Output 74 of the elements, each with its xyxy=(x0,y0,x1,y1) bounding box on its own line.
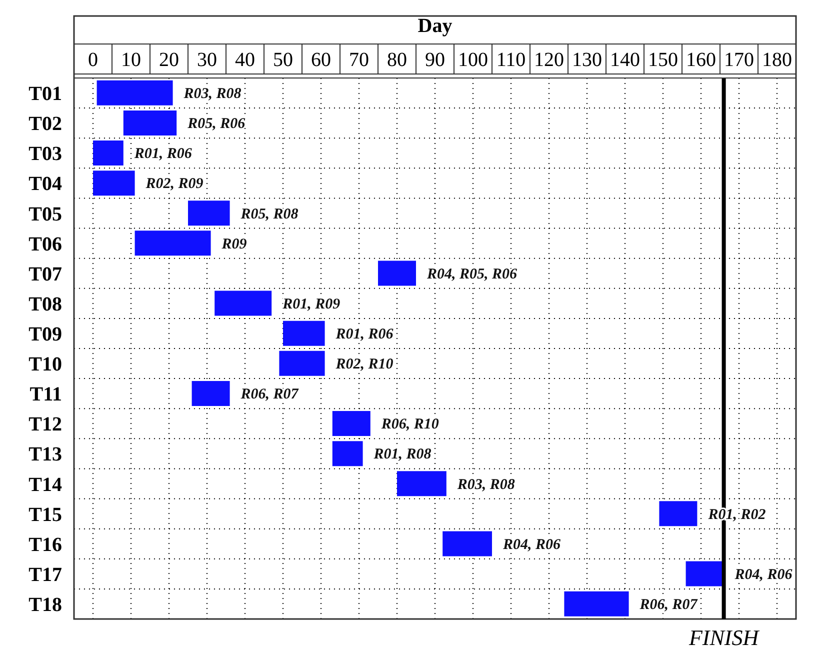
bar xyxy=(134,230,211,256)
y-tick-label: T12 xyxy=(28,414,62,436)
bar xyxy=(442,531,492,556)
bar xyxy=(93,140,124,166)
x-tick-label: 80 xyxy=(387,49,407,71)
bar xyxy=(332,411,370,436)
y-tick-label: T09 xyxy=(28,323,62,346)
annotation: R04, R05, R06 xyxy=(426,266,518,282)
annotation: R03, R08 xyxy=(182,86,242,102)
annotation: R05, R06 xyxy=(186,116,246,132)
y-tick-label: T16 xyxy=(28,534,62,556)
bar xyxy=(283,320,325,346)
annotation: R03, R08 xyxy=(456,476,516,493)
y-tick-label: T15 xyxy=(28,504,62,526)
y-tick-label: T01 xyxy=(28,83,62,106)
x-tick-label: 50 xyxy=(273,49,293,71)
annotation: R05, R08 xyxy=(240,206,299,222)
annotation: R02, R09 xyxy=(144,176,204,192)
x-tick-label: 40 xyxy=(235,49,255,71)
y-tick-label: T08 xyxy=(28,293,62,316)
x-tick-label: 100 xyxy=(458,49,488,71)
bar xyxy=(93,170,135,196)
x-tick-label: 130 xyxy=(572,49,602,71)
annotation: R01, R09 xyxy=(282,296,341,312)
x-tick-label: 70 xyxy=(349,49,369,71)
y-tick-label: T13 xyxy=(28,444,62,466)
bar xyxy=(123,110,177,136)
y-tick-label: T02 xyxy=(28,113,62,136)
y-tick-label: T05 xyxy=(28,203,62,226)
annotation: R06, R07 xyxy=(240,386,299,403)
x-axis-title: Day xyxy=(418,15,452,38)
annotation: R04, R06 xyxy=(502,536,562,553)
x-tick-label: 140 xyxy=(610,49,640,71)
x-tick-label: 30 xyxy=(197,49,217,71)
x-tick-label: 120 xyxy=(534,49,564,71)
annotation: R01, R08 xyxy=(372,446,432,463)
y-tick-label: T11 xyxy=(30,384,62,406)
x-tick-label: 20 xyxy=(159,49,179,71)
y-tick-label: T18 xyxy=(28,594,62,616)
bar xyxy=(686,561,724,586)
x-tick-label: 170 xyxy=(724,49,754,71)
x-tick-label: 160 xyxy=(686,49,716,71)
x-tick-label: 0 xyxy=(88,49,98,71)
bar xyxy=(188,200,230,226)
x-tick-label: 110 xyxy=(496,49,526,71)
x-tick-label: 150 xyxy=(648,49,678,71)
annotation: R04, R06 xyxy=(734,566,793,583)
bar xyxy=(96,80,173,106)
annotation: R06, R10 xyxy=(380,416,440,433)
x-tick-label: 90 xyxy=(425,49,445,71)
annotation: R06, R07 xyxy=(638,596,698,613)
annotation: R01, R06 xyxy=(334,326,394,342)
ref-line-label: FINISH xyxy=(688,625,760,650)
y-tick-label: T06 xyxy=(28,233,62,256)
y-tick-label: T17 xyxy=(28,564,62,586)
bar xyxy=(397,471,446,496)
annotation: R09 xyxy=(220,236,248,252)
x-tick-label: 180 xyxy=(762,49,792,71)
bar xyxy=(192,380,230,406)
y-tick-label: T04 xyxy=(28,173,62,196)
bar xyxy=(564,591,629,616)
bar xyxy=(332,441,363,466)
bar xyxy=(279,350,325,376)
y-tick-label: T14 xyxy=(28,474,62,496)
y-tick-label: T03 xyxy=(28,143,62,166)
bar xyxy=(214,290,272,316)
y-tick-label: T10 xyxy=(28,354,62,376)
x-tick-label: 60 xyxy=(311,49,331,71)
y-tick-label: T07 xyxy=(28,263,62,286)
annotation: R02, R10 xyxy=(334,356,394,373)
bar xyxy=(378,260,416,286)
bar xyxy=(659,501,698,526)
annotation: R01, R06 xyxy=(133,146,192,162)
x-tick-label: 10 xyxy=(121,49,141,71)
